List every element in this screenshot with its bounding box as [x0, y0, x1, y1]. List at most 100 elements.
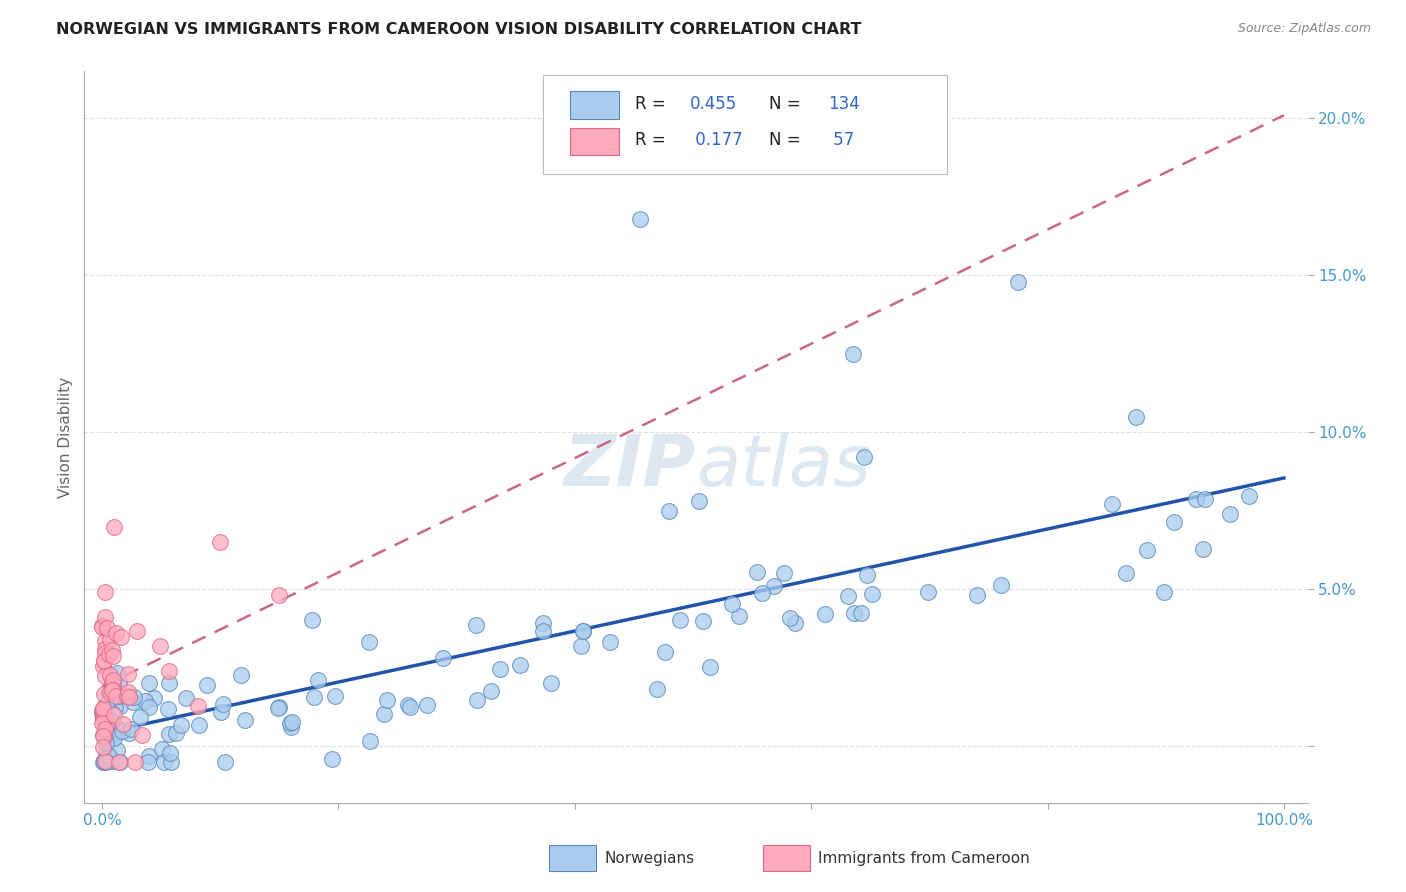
Point — [91, 707, 114, 722]
Point — [157, 727, 180, 741]
Point — [96, 710, 118, 724]
Point — [91, 714, 114, 728]
FancyBboxPatch shape — [763, 846, 810, 871]
Point — [93, 711, 115, 725]
Point — [91, 740, 114, 755]
Point — [103, 519, 125, 533]
Point — [136, 755, 159, 769]
Point — [103, 678, 125, 692]
Point — [93, 728, 115, 742]
Point — [94, 754, 117, 768]
Point — [108, 689, 131, 703]
Point — [91, 730, 114, 744]
Point — [323, 690, 346, 704]
Point — [94, 609, 117, 624]
Point — [101, 648, 124, 663]
Point — [645, 682, 668, 697]
Point — [281, 715, 304, 730]
Text: R =: R = — [636, 95, 671, 112]
Point — [396, 698, 419, 712]
Point — [159, 746, 181, 760]
Point — [211, 705, 233, 719]
Point — [91, 706, 114, 721]
Point — [269, 588, 291, 602]
Point — [125, 624, 148, 639]
Point — [917, 584, 939, 599]
Point — [93, 755, 115, 769]
Point — [153, 755, 176, 769]
Point — [1115, 566, 1137, 580]
Point — [841, 347, 863, 361]
Point — [98, 690, 121, 705]
Point — [110, 630, 132, 644]
Point — [100, 706, 122, 721]
Point — [375, 692, 398, 706]
Point — [188, 718, 211, 732]
Point — [658, 504, 681, 518]
Point — [93, 708, 115, 723]
Point — [94, 718, 117, 732]
Point — [101, 682, 124, 697]
Point — [1184, 491, 1206, 506]
Point — [1192, 542, 1215, 557]
Point — [98, 667, 121, 681]
Point — [195, 678, 218, 692]
Point — [93, 654, 115, 668]
Point — [93, 731, 115, 746]
Point — [108, 755, 131, 769]
Point — [105, 693, 128, 707]
Point — [111, 724, 134, 739]
Point — [117, 689, 139, 703]
Point — [479, 683, 502, 698]
Point — [416, 698, 439, 713]
Point — [373, 707, 395, 722]
Point — [654, 645, 676, 659]
Point — [990, 578, 1012, 592]
Point — [94, 746, 117, 760]
Point — [170, 718, 193, 732]
Point — [301, 613, 323, 627]
Point — [763, 579, 786, 593]
Point — [1219, 507, 1241, 521]
Point — [112, 717, 135, 731]
Point — [571, 640, 593, 654]
Point — [93, 647, 115, 661]
Point — [860, 587, 883, 601]
Point — [779, 611, 801, 625]
Point — [772, 566, 794, 580]
Point — [533, 616, 555, 631]
Point — [93, 654, 115, 668]
Point — [280, 720, 302, 734]
Point — [509, 658, 531, 673]
Point — [138, 749, 160, 764]
Point — [120, 722, 142, 736]
Point — [100, 714, 122, 728]
Point — [98, 684, 121, 698]
Point — [93, 687, 115, 701]
Point — [599, 635, 621, 649]
Point — [727, 609, 749, 624]
FancyBboxPatch shape — [543, 75, 946, 174]
Point — [359, 734, 381, 748]
Point — [1239, 489, 1261, 503]
Text: 57: 57 — [828, 131, 855, 149]
Point — [91, 620, 114, 634]
Point — [572, 624, 595, 639]
Point — [91, 755, 114, 769]
Text: ZIP: ZIP — [564, 432, 696, 500]
Point — [96, 718, 118, 732]
Point — [122, 690, 145, 704]
Point — [105, 689, 128, 703]
Point — [1153, 584, 1175, 599]
Point — [117, 666, 139, 681]
Point — [118, 725, 141, 739]
Point — [103, 754, 125, 768]
Point — [105, 721, 128, 735]
Point — [105, 724, 128, 739]
Point — [233, 713, 256, 727]
Point — [688, 494, 710, 508]
Point — [540, 676, 562, 690]
Point — [721, 598, 744, 612]
Text: Source: ZipAtlas.com: Source: ZipAtlas.com — [1237, 22, 1371, 36]
Point — [134, 694, 156, 708]
